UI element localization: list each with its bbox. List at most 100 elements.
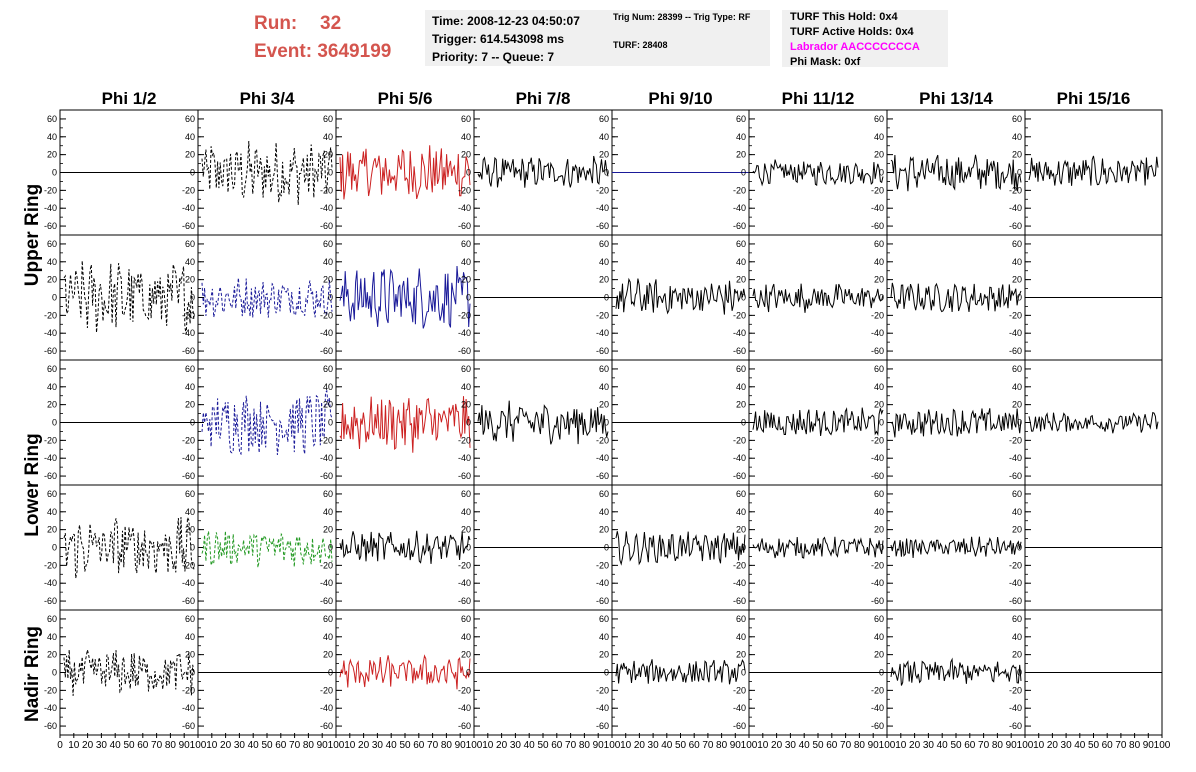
plot-frame-r4-c3 (335, 484, 475, 611)
y-tick-label: 0 (466, 543, 471, 553)
y-tick-label: -40 (733, 203, 746, 213)
run-label: Run: (254, 13, 298, 34)
trace-r4-c7 (890, 536, 1022, 558)
trace-r4-c3 (339, 530, 471, 564)
y-tick-label: -20 (733, 310, 746, 320)
y-tick-label: 0 (604, 293, 609, 303)
x-tick-label: 90 (868, 740, 880, 751)
trace-r1-c4 (477, 155, 609, 188)
y-tick-label: -40 (44, 328, 57, 338)
x-tick-label: 10 (620, 740, 632, 751)
y-tick-label: -60 (871, 721, 884, 731)
y-tick-label: 40 (185, 507, 195, 517)
x-tick-label: 30 (1061, 740, 1073, 751)
x-tick-label: 40 (799, 740, 811, 751)
y-tick-label: 0 (604, 543, 609, 553)
y-tick-label: -40 (320, 578, 333, 588)
x-tick-label: 80 (854, 740, 866, 751)
y-tick-label: -40 (1009, 328, 1022, 338)
x-tick-label: 50 (1088, 740, 1100, 751)
y-tick-label: 40 (599, 257, 609, 267)
x-tick-label: 80 (441, 740, 453, 751)
y-tick-label: 20 (599, 150, 609, 160)
y-tick-label: -60 (1009, 721, 1022, 731)
y-tick-label: 0 (328, 668, 333, 678)
trace-r1-c2 (201, 140, 333, 205)
trig-info-box: Trig Num: 28399 -- Trig Type: RF TURF: 2… (605, 10, 770, 66)
y-tick-label: -60 (458, 221, 471, 231)
y-tick-label: -20 (733, 560, 746, 570)
y-tick-label: 20 (736, 400, 746, 410)
y-tick-label: 60 (461, 239, 471, 249)
x-tick-label: 20 (496, 740, 508, 751)
y-tick-label: 40 (599, 132, 609, 142)
x-tick-label: 100 (328, 740, 345, 751)
y-tick-label: 20 (874, 400, 884, 410)
y-tick-label: 20 (736, 275, 746, 285)
y-tick-label: -40 (733, 578, 746, 588)
y-tick-label: 0 (328, 293, 333, 303)
x-tick-label: 90 (730, 740, 742, 751)
y-tick-label: -20 (44, 435, 57, 445)
turf-num-text: TURF: 28408 (613, 40, 668, 50)
y-tick-label: 40 (1012, 257, 1022, 267)
y-tick-label: -60 (733, 596, 746, 606)
y-tick-label: -40 (182, 703, 195, 713)
y-tick-label: 20 (1012, 150, 1022, 160)
y-tick-label: 0 (741, 293, 746, 303)
y-tick-label: 40 (599, 507, 609, 517)
y-tick-label: 20 (599, 525, 609, 535)
event-value: 3649199 (317, 41, 392, 62)
y-tick-label: 60 (599, 114, 609, 124)
y-tick-label: 60 (185, 614, 195, 624)
y-tick-label: -20 (44, 185, 57, 195)
y-tick-label: -40 (1009, 203, 1022, 213)
x-tick-label: 100 (604, 740, 621, 751)
y-tick-label: -20 (458, 185, 471, 195)
x-tick-label: 100 (741, 740, 758, 751)
x-tick-label: 60 (551, 740, 563, 751)
x-tick-label: 10 (68, 740, 80, 751)
x-tick-label: 60 (413, 740, 425, 751)
x-tick-label: 100 (1154, 740, 1171, 751)
trace-r4-c6 (752, 536, 884, 559)
y-tick-label: -20 (458, 685, 471, 695)
trace-r1-c3 (339, 145, 471, 200)
y-tick-label: -40 (871, 578, 884, 588)
plot-frame-r2-c1 (59, 234, 199, 361)
x-tick-label: 90 (1143, 740, 1155, 751)
x-tick-label: 80 (165, 740, 177, 751)
y-tick-label: 0 (190, 668, 195, 678)
y-tick-label: 0 (741, 168, 746, 178)
y-tick-label: -60 (182, 596, 195, 606)
y-tick-label: 0 (328, 168, 333, 178)
y-tick-label: 60 (47, 239, 57, 249)
y-tick-label: 20 (461, 650, 471, 660)
y-tick-label: -40 (458, 328, 471, 338)
y-tick-label: 40 (1012, 132, 1022, 142)
y-tick-label: -20 (458, 310, 471, 320)
y-tick-label: -60 (596, 721, 609, 731)
y-tick-label: -40 (596, 578, 609, 588)
y-tick-label: 20 (323, 275, 333, 285)
y-tick-label: 0 (879, 668, 884, 678)
plot-frame-r2-c7 (886, 234, 1026, 361)
y-tick-label: 60 (323, 614, 333, 624)
y-tick-label: 20 (599, 650, 609, 660)
y-tick-label: -40 (458, 578, 471, 588)
x-tick-label: 20 (909, 740, 921, 751)
turf-info-box: TURF This Hold: 0x4 TURF Active Holds: 0… (782, 10, 948, 68)
trace-r3-c4 (477, 400, 609, 445)
y-tick-label: -40 (1009, 703, 1022, 713)
y-tick-label: -60 (733, 721, 746, 731)
y-tick-label: 40 (874, 382, 884, 392)
y-tick-label: 40 (736, 382, 746, 392)
y-tick-label: 0 (879, 543, 884, 553)
y-tick-label: 0 (1017, 543, 1022, 553)
y-tick-label: 0 (52, 418, 57, 428)
y-tick-label: -40 (182, 453, 195, 463)
y-tick-label: 60 (461, 114, 471, 124)
x-tick-label: 30 (923, 740, 935, 751)
y-tick-label: 60 (185, 239, 195, 249)
y-tick-label: -20 (596, 185, 609, 195)
